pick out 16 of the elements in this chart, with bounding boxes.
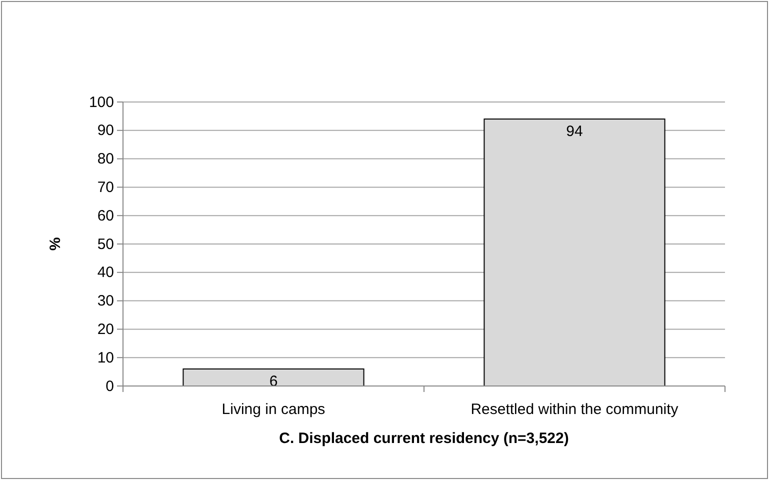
x-tick-label: Living in camps — [222, 401, 326, 418]
y-tick-label: 100 — [88, 94, 114, 111]
y-tick-label: 60 — [97, 207, 114, 224]
y-tick-label: 90 — [97, 122, 114, 140]
y-tick-label: 20 — [97, 321, 114, 338]
y-axis-title: % — [47, 237, 64, 251]
x-tick-label: Resettled within the community — [470, 401, 679, 418]
y-tick-label: 50 — [97, 236, 114, 253]
y-tick-label: 40 — [97, 264, 114, 282]
y-tick-label: 70 — [97, 179, 114, 196]
y-tick-label: 10 — [97, 349, 114, 366]
x-axis-title: C. Displaced current residency (n=3,522) — [279, 430, 569, 447]
y-tick-label: 30 — [97, 292, 114, 310]
y-tick-label: 0 — [106, 378, 114, 395]
y-tick-label: 80 — [97, 150, 114, 168]
data-label: 94 — [566, 123, 583, 140]
